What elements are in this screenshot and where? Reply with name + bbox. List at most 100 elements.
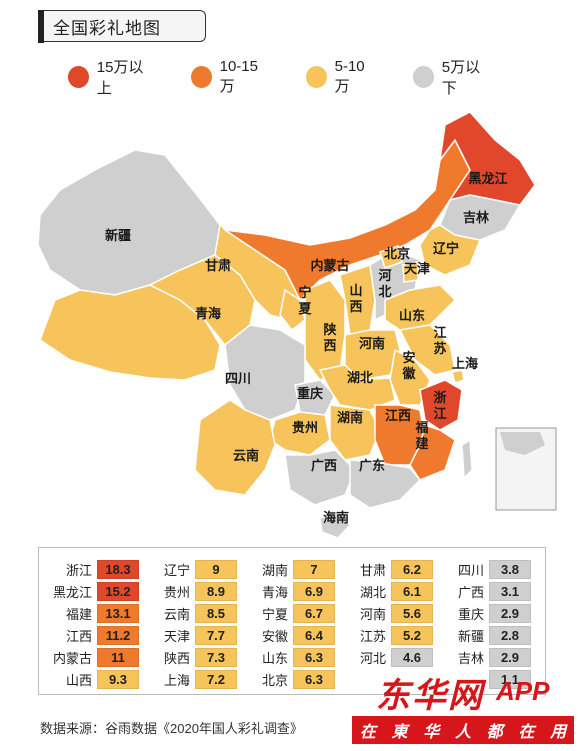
legend-item: 5-10万: [305, 58, 377, 96]
province-name: 湖北: [359, 584, 386, 600]
bride-price-value: 5.2: [391, 625, 433, 645]
table-cell: 安徽 6.4: [245, 624, 339, 646]
province-name: 辽宁: [163, 562, 190, 578]
table-cell: 湖北 6.1: [343, 580, 437, 602]
region-fujian: [409, 424, 456, 481]
south-sea-inset-land: [500, 432, 545, 455]
map-title: 全国彩礼地图: [37, 9, 206, 43]
bride-price-value: 11: [97, 647, 139, 667]
watermark-slogan: 在東华人都在用: [352, 716, 574, 744]
region-shandong: [384, 284, 457, 331]
label-hebei: 河北: [378, 268, 391, 299]
watermark-main: 东华网: [376, 677, 484, 715]
watermark-char: 用: [550, 724, 567, 741]
province-name: 广西: [457, 584, 484, 600]
province-name: 山西: [65, 672, 92, 688]
bride-price-value: 18.3: [97, 559, 139, 579]
label-anhui: 安徽: [401, 350, 416, 381]
bride-price-value: 11.2: [97, 625, 139, 645]
province-name: 甘肃: [359, 562, 386, 578]
label-jilin: 吉林: [463, 210, 489, 225]
province-name: 云南: [163, 606, 190, 622]
province-name: 贵州: [163, 584, 190, 600]
label-liaoning: 辽宁: [433, 241, 459, 256]
province-name: 江苏: [359, 628, 386, 644]
region-ningxia: [279, 288, 306, 332]
label-gansu: 甘肃: [205, 258, 231, 273]
region-xizang: [39, 284, 221, 381]
bride-price-value: 15.2: [97, 581, 139, 601]
bride-price-value: 2.9: [489, 647, 531, 667]
province-name: 河北: [359, 650, 386, 666]
legend-label: 15万以上: [96, 59, 144, 97]
watermark-char: 在: [518, 724, 535, 741]
region-liaoning: [419, 224, 482, 276]
label-fujian: 福建: [414, 420, 428, 451]
bride-price-value: 8.9: [195, 581, 237, 601]
province-name: 河南: [359, 606, 386, 622]
label-ningxia: 宁夏: [297, 285, 312, 316]
bride-price-value: 6.2: [391, 559, 433, 579]
province-name: 四川: [457, 562, 484, 578]
watermark-char: 在: [359, 724, 376, 741]
legend-swatch: [190, 66, 212, 88]
bride-price-value: 8.5: [195, 603, 237, 623]
province-name: 宁夏: [261, 606, 288, 622]
label-shanghai: 上海: [452, 356, 478, 371]
legend-item: 15万以上: [68, 56, 155, 98]
region-taiwan: [461, 438, 473, 480]
region-qinghai: [148, 254, 256, 347]
bride-price-value: 7.2: [195, 669, 237, 689]
label-shanxi: 山西: [349, 283, 362, 314]
label-qinghai: 青海: [195, 306, 221, 321]
table-cell: 吉林 2.9: [441, 646, 535, 668]
watermark-app: APP: [496, 676, 550, 706]
bride-price-value: 2.9: [489, 603, 531, 623]
legend-label: 10-15万: [219, 58, 258, 95]
region-hubei: [318, 364, 396, 411]
map-title-text: 全国彩礼地图: [53, 18, 161, 38]
province-name: 浙江: [65, 562, 92, 578]
province-name: 福建: [65, 606, 92, 622]
label-jiangxi: 江西: [385, 408, 411, 423]
table-cell: 北京 6.3: [245, 668, 339, 690]
table-cell: 上海 7.2: [147, 668, 241, 690]
table-cell: 贵州 8.9: [147, 580, 241, 602]
label-shaanxi: 陕西: [323, 322, 337, 353]
table-cell: 广西 3.1: [441, 580, 535, 602]
legend-label: 5-10万: [334, 58, 365, 95]
table-cell: 辽宁 9: [147, 558, 241, 580]
bride-price-value: 6.7: [293, 603, 335, 623]
region-guangdong: [349, 459, 422, 509]
table-cell: 重庆 2.9: [441, 602, 535, 624]
legend-item: 10-15万: [190, 58, 270, 96]
legend: 15万以上 10-15万 5-10万 5万以下: [68, 58, 528, 97]
table-cell: 云南 8.5: [147, 602, 241, 624]
bride-price-value: 9: [195, 559, 237, 579]
table-cell: 江苏 5.2: [343, 624, 437, 646]
table-cell: 新疆 2.8: [441, 624, 535, 646]
province-name: 江西: [65, 628, 92, 644]
region-yunnan: [194, 399, 276, 496]
bride-price-value: 1.1: [489, 669, 531, 689]
watermark-char: 東: [391, 724, 408, 741]
bride-price-value: 9.3: [97, 669, 139, 689]
label-hubei: 湖北: [347, 370, 373, 385]
bride-price-value: 6.3: [293, 669, 335, 689]
label-xinjiang: 新疆: [105, 228, 131, 243]
label-guizhou: 贵州: [292, 420, 318, 435]
table-cell: 山东 6.3: [245, 646, 339, 668]
bride-price-value: 7: [293, 559, 335, 579]
region-shanghai: [451, 369, 465, 384]
label-yunnan: 云南: [233, 448, 259, 463]
bride-price-value: 4.6: [391, 647, 433, 667]
province-name: 内蒙古: [52, 650, 92, 666]
province-name: 湖南: [261, 562, 288, 578]
province-name: 陕西: [163, 650, 190, 666]
label-heilongjiang: 黑龙江: [468, 171, 507, 186]
table-cell: 陕西 7.3: [147, 646, 241, 668]
label-neimenggu: 内蒙古: [310, 258, 349, 273]
table-cell: 江西 11.2: [49, 624, 143, 646]
label-henan: 河南: [359, 336, 385, 351]
